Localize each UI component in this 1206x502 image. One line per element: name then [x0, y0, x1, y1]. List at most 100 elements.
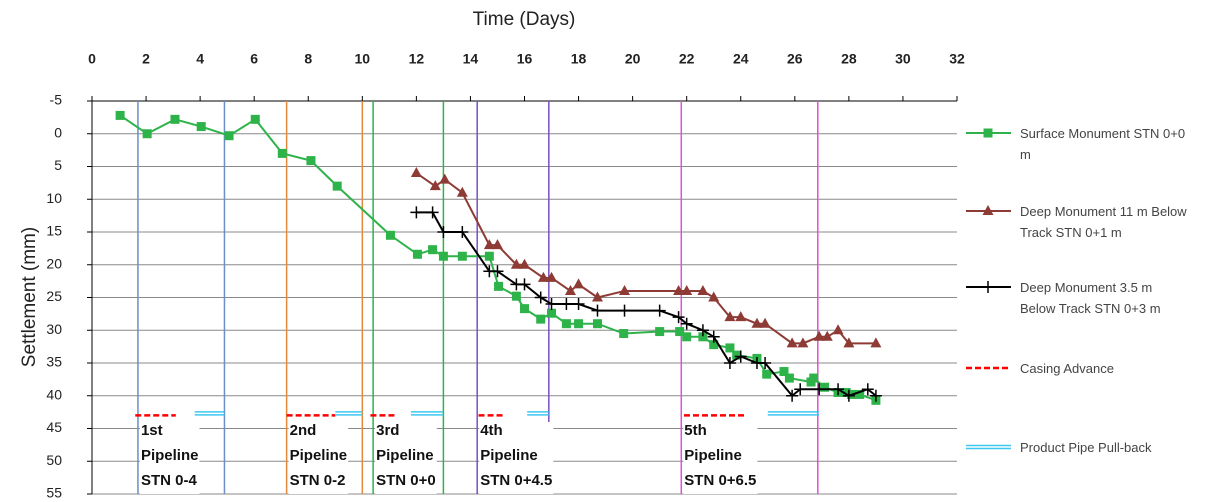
marker [725, 343, 735, 353]
legend-label: Product Pipe Pull-back [1020, 440, 1152, 455]
marker [786, 337, 798, 348]
marker [560, 298, 573, 311]
marker [653, 304, 666, 317]
x-tick-label: 2 [142, 51, 150, 67]
marker [591, 291, 603, 302]
marker [250, 114, 260, 124]
marker [813, 330, 825, 341]
marker [437, 226, 450, 238]
legend-label: Deep Monument 3.5 m Below Track STN 0+3 … [1020, 280, 1161, 316]
label-bg [375, 421, 437, 494]
marker [870, 337, 882, 348]
x-tick-label: 20 [625, 51, 641, 67]
marker [170, 114, 180, 124]
marker [843, 337, 855, 348]
marker [410, 206, 423, 219]
marker [982, 281, 994, 293]
marker [573, 278, 585, 289]
marker [572, 298, 585, 311]
pipeline-label-text: STN 0+6.5 [684, 472, 756, 489]
pipeline-label-text: Pipeline [684, 447, 742, 464]
marker [332, 181, 342, 191]
marker [618, 304, 631, 317]
marker [709, 340, 719, 350]
series-line [416, 211, 877, 398]
marker [534, 291, 547, 304]
label-bg [683, 421, 758, 494]
marker [546, 271, 558, 282]
x-tick-label: 24 [733, 51, 749, 67]
y-tick-label: 0 [54, 124, 62, 140]
x-tick-label: 18 [571, 51, 587, 67]
x-tick-label: 26 [787, 51, 803, 67]
marker [855, 389, 865, 399]
marker [682, 332, 692, 342]
y-axis-title: Settlement (mm) [19, 227, 40, 367]
marker [698, 332, 708, 342]
pipeline-label-text: Pipeline [290, 447, 348, 464]
marker [536, 314, 546, 324]
marker [277, 148, 287, 158]
x-tick-label: 28 [841, 51, 857, 67]
pipeline-label-text: STN 0-2 [290, 472, 346, 489]
pipeline-label: 2nd Pipeline STN 0-2 [288, 421, 349, 494]
y-tick-label: 45 [46, 419, 62, 435]
legend-label: Deep Monument 11 m Below Track STN 0+1 m [1020, 204, 1187, 240]
marker [675, 327, 685, 337]
x-tick-label: 14 [463, 51, 479, 67]
marker [491, 239, 503, 250]
marker [832, 324, 844, 335]
marker [412, 249, 422, 259]
pipeline-label-text: 5th [684, 422, 707, 439]
pipeline-label: 4th Pipeline STN 0+4.5 [479, 421, 554, 494]
marker [735, 311, 747, 322]
label-bg [139, 421, 200, 494]
marker [697, 284, 709, 295]
x-tick-label: 22 [679, 51, 695, 67]
marker [547, 308, 557, 318]
marker [707, 330, 720, 343]
marker [537, 271, 549, 282]
marker [511, 291, 521, 301]
pipeline-label-text: Pipeline [480, 447, 538, 464]
pipeline-label: 3rd Pipeline STN 0+0 [375, 421, 437, 494]
y-tick-label: 15 [46, 223, 62, 239]
marker [724, 311, 736, 322]
marker [429, 180, 441, 191]
x-tick-label: 8 [304, 51, 312, 67]
marker [456, 226, 469, 238]
label-bg [288, 421, 349, 494]
marker [510, 258, 522, 269]
marker [759, 357, 772, 369]
marker [519, 258, 530, 269]
marker [456, 186, 468, 197]
marker [786, 389, 799, 402]
marker [564, 284, 576, 295]
marker [732, 350, 742, 360]
y-tick-label: 10 [46, 190, 62, 206]
marker [673, 284, 685, 295]
y-tick-label: -5 [50, 92, 63, 108]
marker [869, 389, 882, 402]
y-tick-label: 20 [46, 255, 62, 271]
marker [797, 337, 809, 348]
marker [438, 251, 448, 261]
pipeline-label-text: Pipeline [141, 447, 199, 464]
marker [672, 311, 685, 324]
y-tick-label: 30 [46, 321, 62, 337]
y-tick-label: 40 [46, 386, 62, 402]
y-tick-label: 50 [46, 452, 62, 468]
marker [983, 128, 993, 138]
pipeline-label: 1st Pipeline STN 0-4 [139, 421, 200, 494]
pipeline-label-text: STN 0-4 [141, 472, 198, 489]
legend-label: Casing Advance [1020, 361, 1114, 376]
marker [518, 278, 531, 291]
marker [574, 319, 584, 329]
marker [484, 251, 494, 261]
y-tick-label: 55 [46, 485, 62, 501]
x-axis-title: Time (Days) [473, 9, 576, 30]
pipeline-label: 5th Pipeline STN 0+6.5 [683, 421, 758, 494]
pipeline-label-text: Pipeline [376, 447, 434, 464]
